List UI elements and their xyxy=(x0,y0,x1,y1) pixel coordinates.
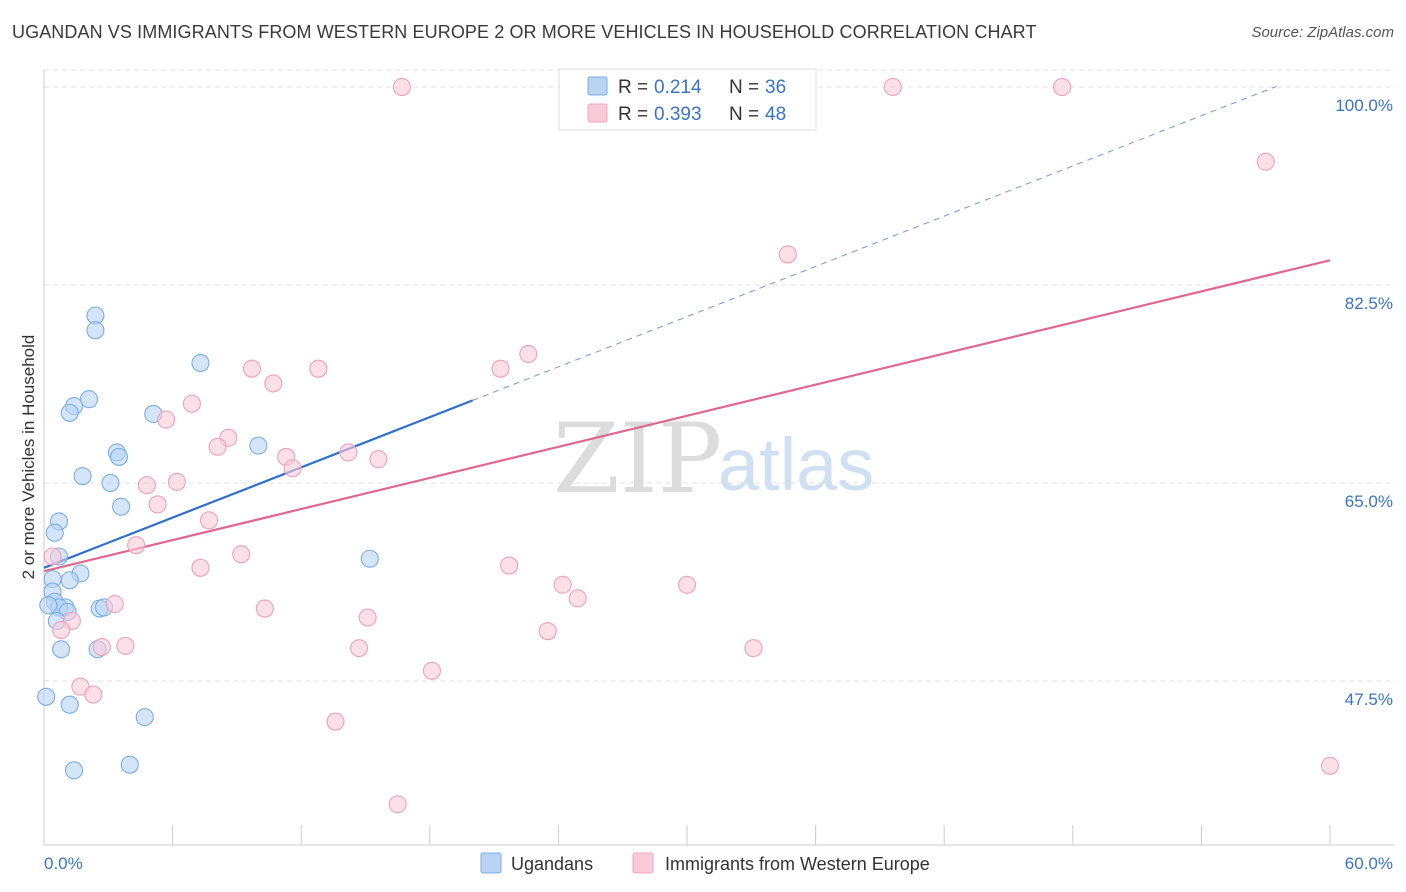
legend-r-value-ugandans: 0.214 xyxy=(654,77,702,98)
legend-n-value-ugandans: 36 xyxy=(765,77,786,98)
ugandans-point-35 xyxy=(39,596,58,615)
immigrants-point-46 xyxy=(1320,756,1340,775)
legend-r-label-ugandans: R = xyxy=(618,77,648,98)
ugandans-point-19 xyxy=(60,571,79,590)
immigrants-point-45 xyxy=(388,795,407,814)
ugandans-point-7 xyxy=(249,436,268,455)
trendlines xyxy=(43,85,1331,573)
ugandans-point-30 xyxy=(37,687,56,706)
y-tick-label-3: 100.0% xyxy=(1335,96,1393,115)
immigrants-point-8 xyxy=(242,359,261,378)
immigrants-point-12 xyxy=(157,410,176,429)
watermark-atlas: atlas xyxy=(718,423,874,506)
legend-swatch-immigrants xyxy=(587,103,608,123)
immigrants-point-39 xyxy=(350,639,369,658)
y-tick-label-1: 65.0% xyxy=(1345,492,1393,511)
ugandans-point-3 xyxy=(79,390,99,409)
immigrants-point-2 xyxy=(883,77,902,97)
trendline-solid-1 xyxy=(43,259,1331,573)
immigrants-point-32 xyxy=(255,599,274,618)
y-tick-label-0: 47.5% xyxy=(1345,690,1393,709)
immigrants-point-25 xyxy=(191,558,210,577)
immigrants-point-35 xyxy=(52,620,71,640)
x-tick-label-1: 60.0% xyxy=(1345,854,1393,873)
bottom-legend-swatch-immigrants xyxy=(632,852,654,874)
immigrants-point-20 xyxy=(137,476,156,495)
ugandans-point-1 xyxy=(86,321,105,340)
immigrants-point-31 xyxy=(105,594,124,614)
immigrants-point-44 xyxy=(326,712,345,731)
immigrants-point-22 xyxy=(199,511,219,530)
ugandans-point-2 xyxy=(191,353,210,373)
immigrants-point-11 xyxy=(182,394,201,413)
y-tick-label-2: 82.5% xyxy=(1345,294,1393,313)
immigrants-point-0 xyxy=(392,77,411,97)
chart-title: UGANDAN VS IMMIGRANTS FROM WESTERN EUROP… xyxy=(12,22,1037,42)
ugandans-point-14 xyxy=(45,523,64,542)
ugandans-point-12 xyxy=(112,497,131,516)
y-tick-labels: 47.5% 65.0% 82.5% 100.0% xyxy=(1335,96,1393,709)
immigrants-point-26 xyxy=(500,556,519,575)
immigrants-point-38 xyxy=(92,637,111,657)
immigrants-point-30 xyxy=(568,589,587,608)
immigrants-point-33 xyxy=(358,608,377,627)
bottom-legend-swatch-ugandans xyxy=(480,852,502,874)
immigrants-point-5 xyxy=(778,245,797,264)
immigrants-point-24 xyxy=(232,545,251,564)
immigrants-point-16 xyxy=(339,443,358,462)
immigrants-point-27 xyxy=(553,575,572,594)
bottom-legend-label-ugandans: Ugandans xyxy=(511,854,593,874)
y-axis-title: 2 or more Vehicles in Household xyxy=(19,335,38,580)
immigrants-point-3 xyxy=(1053,77,1072,97)
ugandans-point-33 xyxy=(120,755,139,774)
immigrants-point-28 xyxy=(677,575,697,594)
watermark-zip: ZIP xyxy=(553,403,722,515)
ugandans-point-31 xyxy=(60,695,79,714)
ugandans-point-9 xyxy=(109,447,129,466)
ugandans-point-11 xyxy=(101,473,120,493)
immigrants-point-21 xyxy=(148,495,167,514)
legend-top: R = 0.214 N = 36 R = 0.393 N = 48 xyxy=(558,68,817,131)
trendline-solid-0 xyxy=(43,399,474,569)
x-tick-labels: 0.0% 60.0% xyxy=(44,854,1393,873)
ugandans-point-29 xyxy=(52,640,71,659)
immigrants-point-43 xyxy=(84,685,103,704)
immigrants-point-37 xyxy=(116,636,135,655)
ugandans-point-34 xyxy=(64,761,84,780)
immigrants-point-17 xyxy=(369,450,388,469)
immigrants-point-9 xyxy=(309,359,328,378)
legend-r-value-immigrants: 0.393 xyxy=(654,104,702,125)
immigrants-point-4 xyxy=(1256,152,1275,171)
ugandans-point-5 xyxy=(60,403,79,422)
legend-swatch-ugandans xyxy=(587,76,608,96)
immigrants-point-14 xyxy=(208,437,227,456)
trendline-dashed-0 xyxy=(472,85,1277,401)
axes xyxy=(43,70,1395,846)
immigrants-point-7 xyxy=(491,359,510,378)
immigrants-point-36 xyxy=(538,622,557,641)
immigrants-point-41 xyxy=(422,661,441,680)
watermark: ZIP atlas xyxy=(553,403,874,515)
immigrants-point-19 xyxy=(167,472,186,491)
ugandans-point-10 xyxy=(73,467,92,486)
bottom-legend-label-immigrants: Immigrants from Western Europe xyxy=(665,854,930,874)
immigrants-point-6 xyxy=(519,344,538,364)
immigrants-point-10 xyxy=(264,374,283,393)
legend-n-value-immigrants: 48 xyxy=(765,104,786,125)
x-tick-label-0: 0.0% xyxy=(44,854,83,873)
ugandans-point-16 xyxy=(360,549,379,568)
legend-n-label-immigrants: N = xyxy=(729,104,759,125)
legend-n-label-ugandans: N = xyxy=(729,77,759,98)
legend-r-label-immigrants: R = xyxy=(618,104,648,125)
immigrants-point-40 xyxy=(744,639,763,658)
legend-bottom: Ugandans Immigrants from Western Europe xyxy=(480,852,930,874)
immigrants-point-18 xyxy=(283,459,302,478)
ugandans-point-32 xyxy=(135,708,154,727)
immigrants-point-29 xyxy=(43,547,62,566)
source-credit: Source: ZipAtlas.com xyxy=(1251,24,1394,41)
immigrants-point-23 xyxy=(127,536,146,555)
